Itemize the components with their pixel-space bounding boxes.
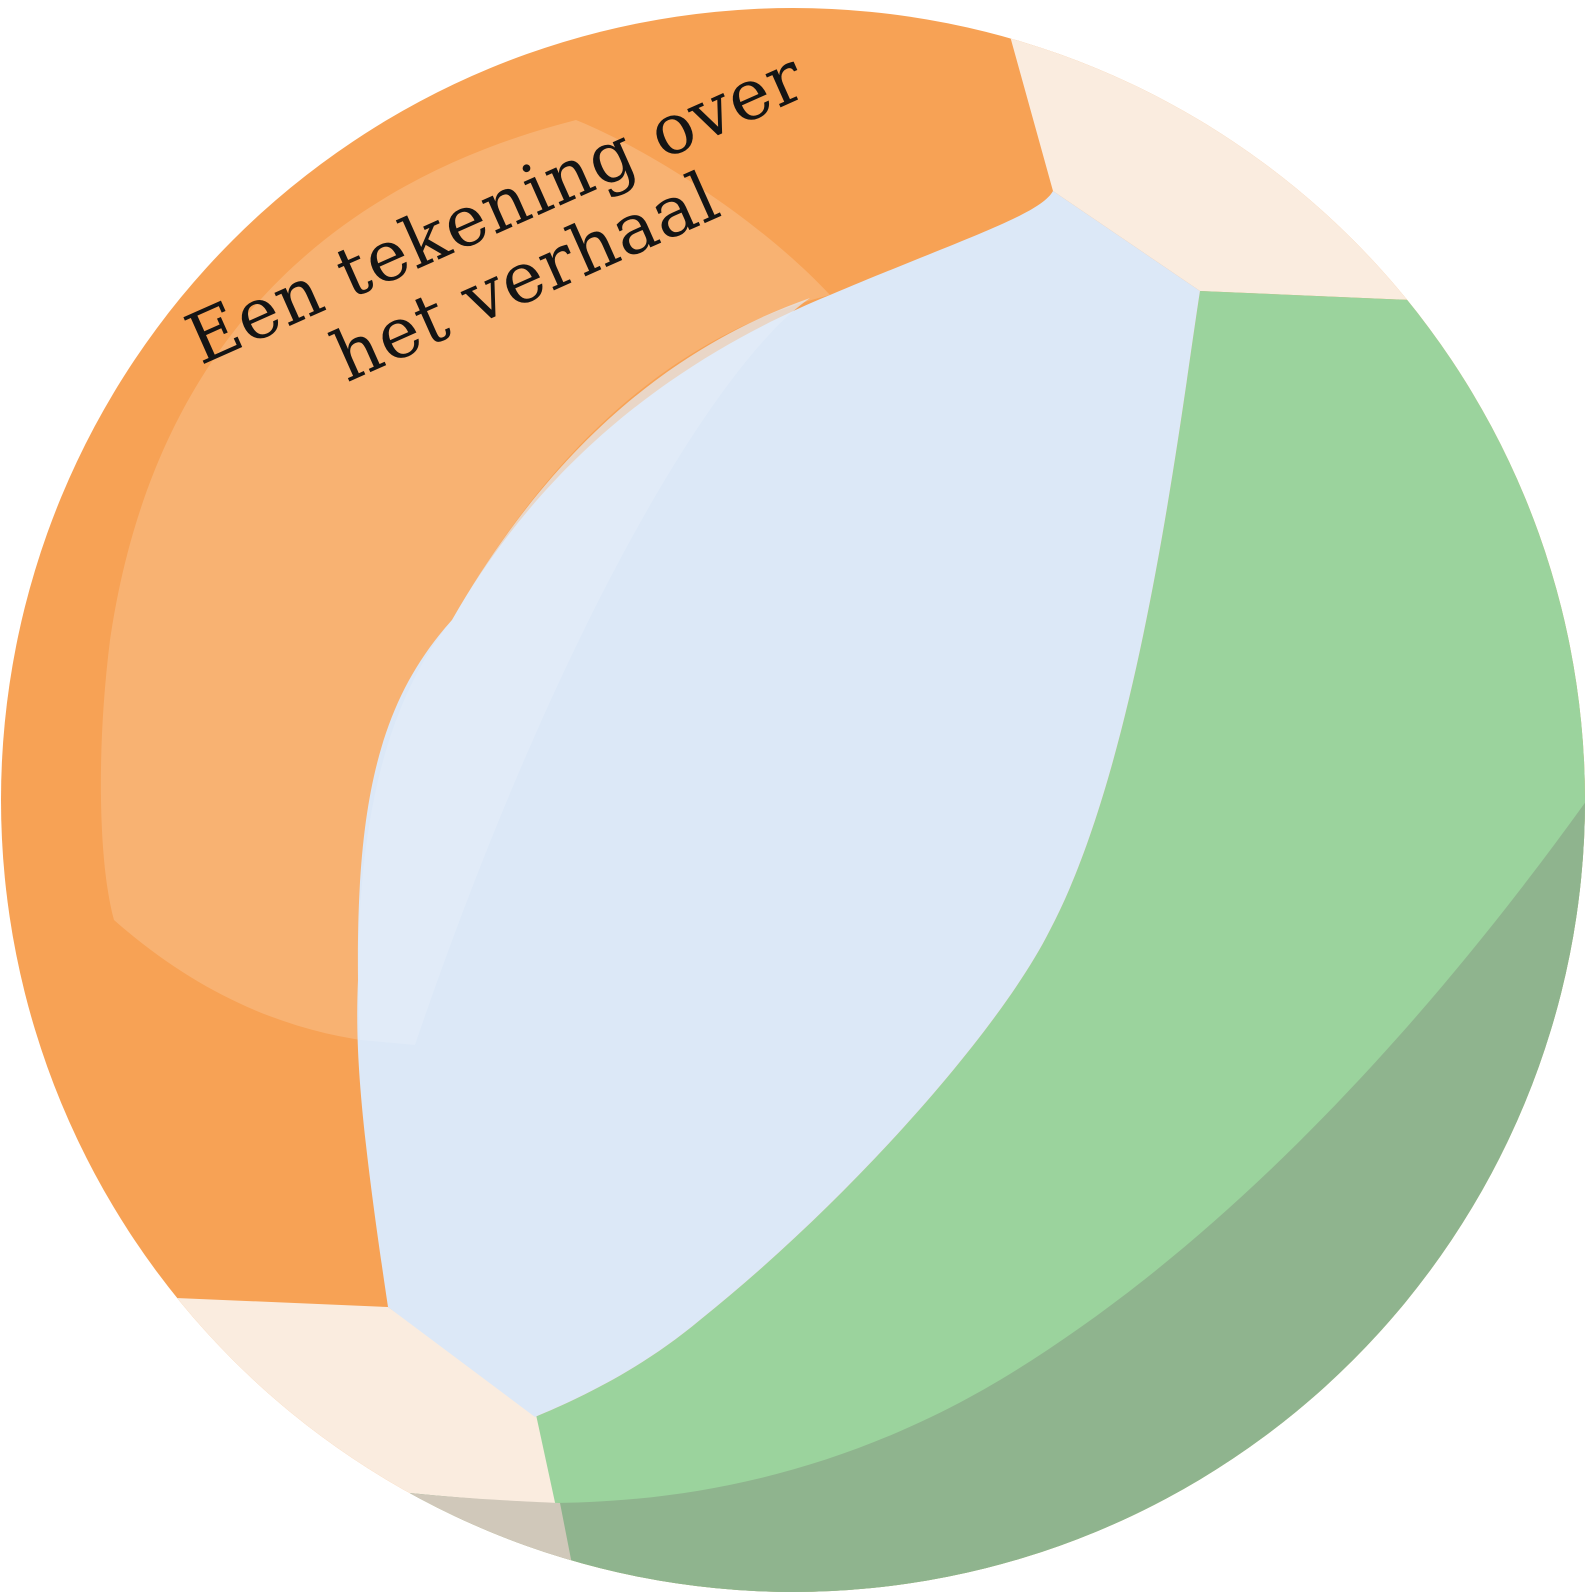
blue-sheen bbox=[358, 298, 810, 1045]
shadow-bottom bbox=[380, 800, 1585, 1592]
shadow-cream-sliver bbox=[380, 1493, 578, 1592]
orange-highlight bbox=[100, 120, 831, 1045]
